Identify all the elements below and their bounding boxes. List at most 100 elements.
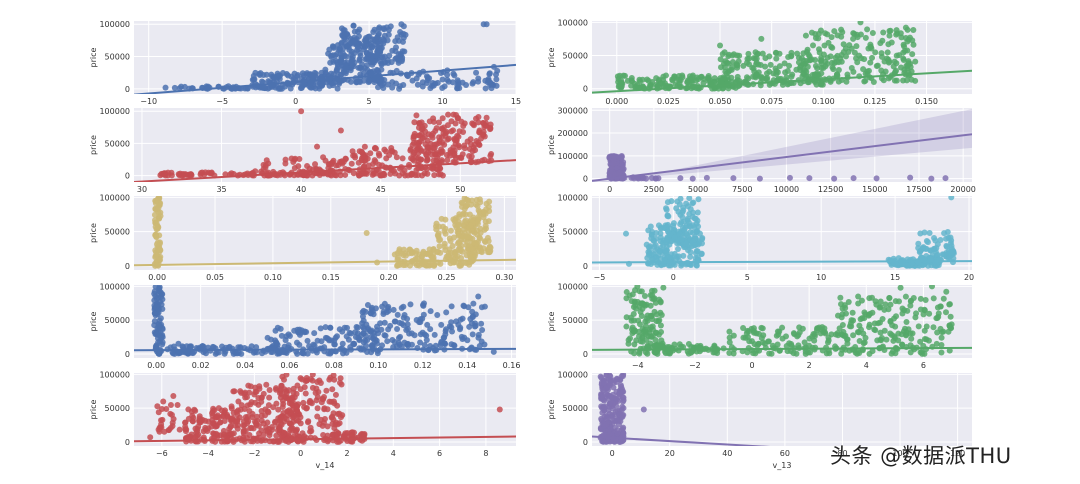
data-point bbox=[285, 387, 292, 394]
data-point bbox=[304, 337, 311, 344]
data-point bbox=[647, 292, 654, 299]
x-tick-label: 0.025 bbox=[657, 97, 680, 106]
data-point bbox=[238, 350, 245, 357]
data-point bbox=[646, 246, 653, 253]
data-point bbox=[277, 72, 284, 79]
x-tick-label: 0.20 bbox=[380, 273, 398, 282]
data-point bbox=[443, 253, 450, 260]
data-point bbox=[170, 343, 177, 350]
data-point bbox=[687, 229, 694, 236]
data-point bbox=[773, 55, 780, 62]
data-point bbox=[156, 323, 163, 330]
data-point bbox=[291, 165, 298, 172]
data-point bbox=[645, 251, 652, 258]
data-point bbox=[424, 250, 431, 257]
data-point bbox=[623, 289, 630, 296]
plot-area bbox=[134, 373, 516, 445]
data-point bbox=[445, 78, 452, 85]
y-tick-label: 100000 bbox=[99, 20, 130, 29]
data-point bbox=[620, 394, 627, 401]
data-point bbox=[413, 75, 420, 82]
data-point bbox=[620, 405, 627, 412]
data-point bbox=[854, 34, 861, 41]
data-point bbox=[828, 43, 835, 50]
data-point bbox=[312, 389, 319, 396]
data-point bbox=[767, 61, 774, 68]
data-point bbox=[883, 336, 890, 343]
x-tick-label: 0.10 bbox=[264, 273, 282, 282]
x-tick-label: 0.02 bbox=[192, 361, 210, 370]
data-point bbox=[442, 341, 449, 348]
data-point bbox=[717, 42, 724, 49]
data-point bbox=[189, 350, 196, 357]
data-point bbox=[379, 82, 386, 89]
x-tick-label: −6 bbox=[156, 449, 168, 458]
x-tick-label: −5 bbox=[216, 97, 228, 106]
x-tick-label: 5 bbox=[367, 97, 372, 106]
data-point bbox=[294, 72, 301, 79]
x-tick-label: 0.075 bbox=[760, 97, 783, 106]
data-point bbox=[888, 39, 895, 46]
data-point bbox=[348, 58, 355, 65]
data-point bbox=[163, 406, 170, 413]
data-point bbox=[933, 340, 940, 347]
data-point bbox=[413, 146, 420, 153]
data-point bbox=[447, 227, 454, 234]
data-point bbox=[246, 431, 253, 438]
data-point bbox=[450, 216, 457, 223]
data-point bbox=[447, 147, 454, 154]
regression-line bbox=[134, 347, 516, 352]
data-point bbox=[215, 405, 222, 412]
data-point bbox=[358, 148, 365, 155]
data-point bbox=[176, 85, 183, 92]
data-point bbox=[902, 24, 909, 31]
data-point bbox=[872, 298, 879, 305]
data-point bbox=[636, 288, 643, 295]
data-point bbox=[627, 335, 634, 342]
data-point bbox=[722, 58, 729, 65]
data-point bbox=[678, 343, 685, 350]
data-point bbox=[296, 341, 303, 348]
data-point bbox=[176, 426, 183, 433]
data-point bbox=[802, 32, 809, 39]
data-point bbox=[435, 119, 442, 126]
data-point bbox=[157, 209, 164, 216]
data-point bbox=[192, 425, 199, 432]
data-point bbox=[432, 80, 439, 87]
data-point bbox=[687, 349, 694, 356]
y-tick-label: 100000 bbox=[557, 152, 588, 161]
data-point bbox=[191, 406, 198, 413]
data-point bbox=[838, 331, 845, 338]
data-point bbox=[477, 199, 484, 206]
data-point bbox=[480, 209, 487, 216]
data-point bbox=[666, 231, 673, 238]
plot-area bbox=[592, 21, 972, 94]
data-point bbox=[329, 413, 336, 420]
data-point bbox=[434, 249, 441, 256]
data-point bbox=[281, 386, 288, 393]
data-point bbox=[668, 238, 675, 245]
data-point bbox=[478, 135, 485, 142]
data-point bbox=[848, 323, 855, 330]
data-point bbox=[920, 244, 927, 251]
data-point bbox=[372, 305, 379, 312]
data-point bbox=[896, 52, 903, 59]
data-point bbox=[277, 85, 284, 92]
data-point bbox=[917, 295, 924, 302]
data-point bbox=[376, 77, 383, 84]
data-point bbox=[850, 332, 857, 339]
data-point bbox=[942, 175, 949, 182]
x-tick-label: 6 bbox=[437, 449, 442, 458]
data-point bbox=[918, 254, 925, 261]
data-point bbox=[237, 406, 244, 413]
data-point bbox=[409, 156, 416, 163]
x-tick-label: 0.30 bbox=[496, 273, 514, 282]
data-point bbox=[337, 71, 344, 78]
data-point bbox=[450, 127, 457, 134]
data-point bbox=[423, 336, 430, 343]
y-axis-label: price bbox=[89, 311, 98, 331]
data-point bbox=[895, 298, 902, 305]
data-point bbox=[363, 55, 370, 62]
data-point bbox=[866, 295, 873, 302]
